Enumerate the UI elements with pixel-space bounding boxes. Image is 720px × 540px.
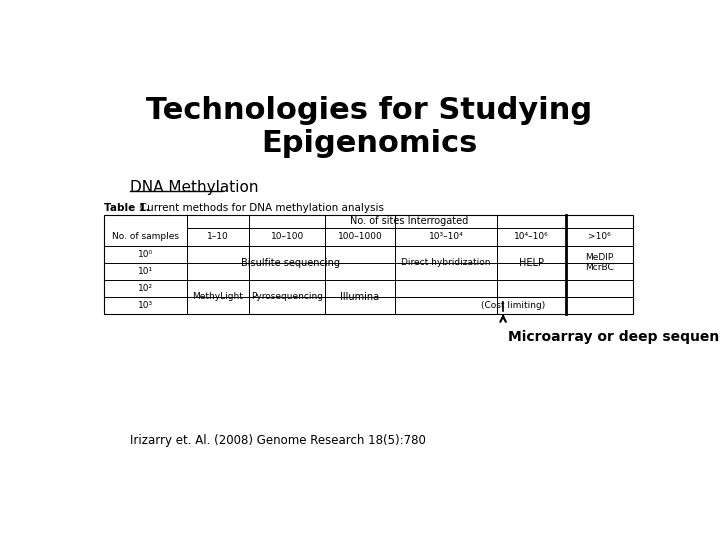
- Text: 10³: 10³: [138, 301, 153, 309]
- Text: Bisulfite sequencing: Bisulfite sequencing: [241, 258, 340, 268]
- Text: Pyrosequencing: Pyrosequencing: [251, 292, 323, 301]
- Text: Technologies for Studying
Epigenomics: Technologies for Studying Epigenomics: [146, 96, 592, 158]
- Text: >10⁶: >10⁶: [588, 232, 611, 241]
- Text: 10²: 10²: [138, 284, 153, 293]
- Text: (Cost limiting): (Cost limiting): [482, 301, 546, 309]
- Text: 10⁰: 10⁰: [138, 249, 153, 259]
- Text: MeDIP
McrBC: MeDIP McrBC: [585, 253, 614, 273]
- Text: 10⁴–10⁶: 10⁴–10⁶: [514, 232, 549, 241]
- Text: Table 1.: Table 1.: [104, 204, 150, 213]
- Text: Current methods for DNA methylation analysis: Current methods for DNA methylation anal…: [130, 204, 384, 213]
- Text: Direct hybridization: Direct hybridization: [401, 258, 490, 267]
- Text: 10¹: 10¹: [138, 267, 153, 276]
- Text: No. of samples: No. of samples: [112, 232, 179, 241]
- Text: MethyLight: MethyLight: [192, 292, 243, 301]
- Bar: [104, 215, 632, 314]
- Text: Illumina: Illumina: [341, 292, 379, 302]
- Text: Irizarry et. Al. (2008) Genome Research 18(5):780: Irizarry et. Al. (2008) Genome Research …: [130, 434, 426, 448]
- Text: DNA Methylation: DNA Methylation: [130, 180, 258, 195]
- Text: 10–100: 10–100: [271, 232, 304, 241]
- Text: No. of sites Interrogated: No. of sites Interrogated: [351, 217, 469, 226]
- Text: 1–10: 1–10: [207, 232, 229, 241]
- Text: HELP: HELP: [519, 258, 544, 268]
- Text: 100–1000: 100–1000: [338, 232, 382, 241]
- Text: 10³–10⁴: 10³–10⁴: [428, 232, 463, 241]
- Text: Microarray or deep sequencing: Microarray or deep sequencing: [508, 330, 720, 345]
